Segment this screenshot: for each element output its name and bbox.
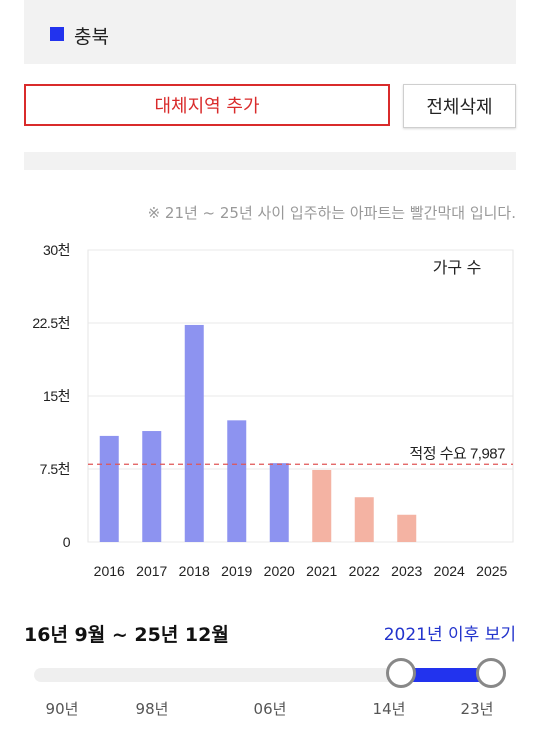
- x-tick-label: 2025: [476, 563, 507, 579]
- slider-tick-label: 23년: [460, 700, 494, 718]
- region-name: 충북: [74, 26, 109, 48]
- x-tick-label: 2018: [179, 563, 210, 579]
- y-tick-label: 7.5천: [40, 461, 70, 477]
- bar-2023: [397, 514, 417, 542]
- reference-line-label: 적정 수요 7,987: [409, 445, 505, 462]
- bar-2020: [269, 463, 289, 542]
- slider-tick-label: 14년: [372, 700, 406, 718]
- x-tick-label: 2024: [434, 563, 465, 579]
- slider-tick-label: 90년: [45, 700, 79, 718]
- y-tick-label: 15천: [43, 388, 70, 404]
- y-tick-label: 30천: [43, 242, 70, 258]
- y-tick-label: 22.5천: [32, 315, 70, 331]
- x-tick-label: 2022: [349, 563, 380, 579]
- x-tick-label: 2017: [136, 563, 167, 579]
- bar-2022: [354, 497, 374, 542]
- bar-2018: [184, 324, 204, 542]
- clear-all-button[interactable]: 전체삭제: [403, 84, 516, 128]
- bar-2021: [312, 469, 332, 542]
- bar-2016: [99, 435, 119, 542]
- add-alternative-region-button[interactable]: 대체지역 추가: [24, 84, 390, 126]
- y-tick-label: 0: [63, 534, 71, 550]
- x-tick-label: 2019: [221, 563, 252, 579]
- range-end-handle[interactable]: [476, 658, 506, 688]
- supply-bar-chart: 0 7.5천 15천 22.5천 30천 2016 2017 2018 2019 2020 2021…: [32, 242, 514, 579]
- slider-tick-label: 06년: [253, 700, 287, 718]
- period-range-label: 16년 9월 ~ 25년 12월: [24, 624, 229, 646]
- region-panel: 충북: [24, 0, 516, 64]
- x-tick-label: 2021: [306, 563, 337, 579]
- x-tick-label: 2023: [391, 563, 422, 579]
- bar-2019: [227, 420, 247, 542]
- x-tick-label: 2016: [94, 563, 125, 579]
- bar-2017: [142, 431, 162, 542]
- region-color-swatch: [50, 27, 64, 41]
- x-tick-label: 2020: [264, 563, 295, 579]
- view-after-2021-link[interactable]: 2021년 이후 보기: [383, 625, 516, 645]
- chart-notice: ※ 21년 ~ 25년 사이 입주하는 아파트는 빨간막대 입니다.: [147, 204, 516, 222]
- year-range-slider-fill: [401, 668, 492, 682]
- section-divider: [24, 152, 516, 170]
- range-start-handle[interactable]: [386, 658, 416, 688]
- legend-label: 가구 수: [433, 259, 482, 277]
- slider-tick-label: 98년: [135, 700, 169, 718]
